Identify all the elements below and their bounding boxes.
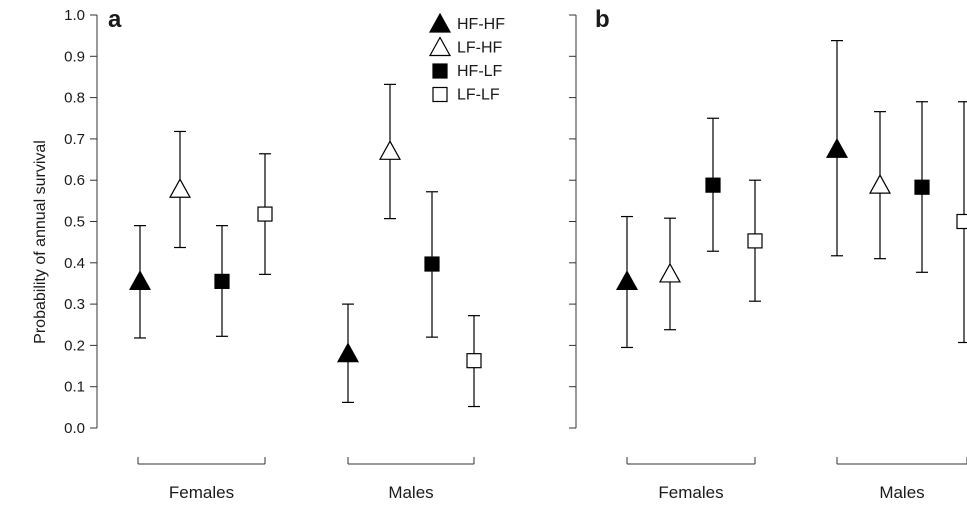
point-lf-lf-females <box>257 206 273 222</box>
panel-a-label: a <box>108 6 122 33</box>
y-tick-label: 0.8 <box>64 90 85 107</box>
point-hf-hf-females <box>128 270 152 290</box>
y-axis-label: Probability of annual survival <box>32 140 49 344</box>
point-lf-hf-females <box>168 178 192 198</box>
y-tick-label: 0.7 <box>64 131 85 148</box>
point-lf-hf-males <box>378 140 402 160</box>
y-tick-label: 1.0 <box>64 7 85 24</box>
group-label-males: Males <box>388 483 433 502</box>
legend-marker-lf-hf <box>428 36 452 57</box>
group-label-females: Females <box>169 483 234 502</box>
point-lf-lf-males <box>956 213 967 230</box>
y-tick-label: 0.4 <box>64 255 85 272</box>
legend-marker-hf-lf <box>432 63 448 79</box>
point-hf-hf-males <box>336 342 360 363</box>
point-lf-lf-males <box>466 353 482 369</box>
y-tick-label: 0.5 <box>64 214 85 231</box>
point-hf-hf-males <box>825 137 849 158</box>
y-tick-label: 0.2 <box>64 337 85 354</box>
point-lf-lf-females <box>747 233 763 249</box>
y-tick-label: 0.6 <box>64 172 85 189</box>
point-hf-lf-females <box>214 273 230 289</box>
point-lf-hf-males <box>868 173 892 194</box>
group-label-males: Males <box>879 483 924 502</box>
legend-label-hf-hf: HF-HF <box>457 16 505 33</box>
panel-b-y-axis <box>569 14 577 429</box>
legend: HF-HF LF-HF HF-LF LF-LF <box>428 12 505 104</box>
panel-b-marks <box>615 40 967 349</box>
legend-label-hf-lf: HF-LF <box>457 63 503 80</box>
legend-marker-hf-hf <box>428 12 452 33</box>
point-hf-lf-males <box>914 179 930 195</box>
group-brackets: Females Males Females Males <box>137 457 967 502</box>
y-tick-label: 0.3 <box>64 296 85 313</box>
y-tick-label: 0.0 <box>64 420 85 437</box>
point-hf-lf-males <box>424 256 440 272</box>
legend-label-lf-hf: LF-HF <box>457 40 503 57</box>
legend-label-lf-lf: LF-LF <box>457 87 500 104</box>
point-hf-hf-females <box>615 270 639 290</box>
panel-a-y-axis: 0.0 0.1 0.2 0.3 0.4 0.5 0.6 0.7 0.8 0.9 1.0 <box>64 7 98 437</box>
point-lf-hf-females <box>658 262 682 283</box>
group-label-females: Females <box>658 483 723 502</box>
panel-a-marks <box>128 83 482 408</box>
legend-marker-lf-lf <box>432 86 448 103</box>
panel-b-label: b <box>595 6 610 33</box>
y-tick-label: 0.9 <box>64 48 85 65</box>
point-hf-lf-females <box>705 177 721 193</box>
y-tick-label: 0.1 <box>64 379 85 396</box>
